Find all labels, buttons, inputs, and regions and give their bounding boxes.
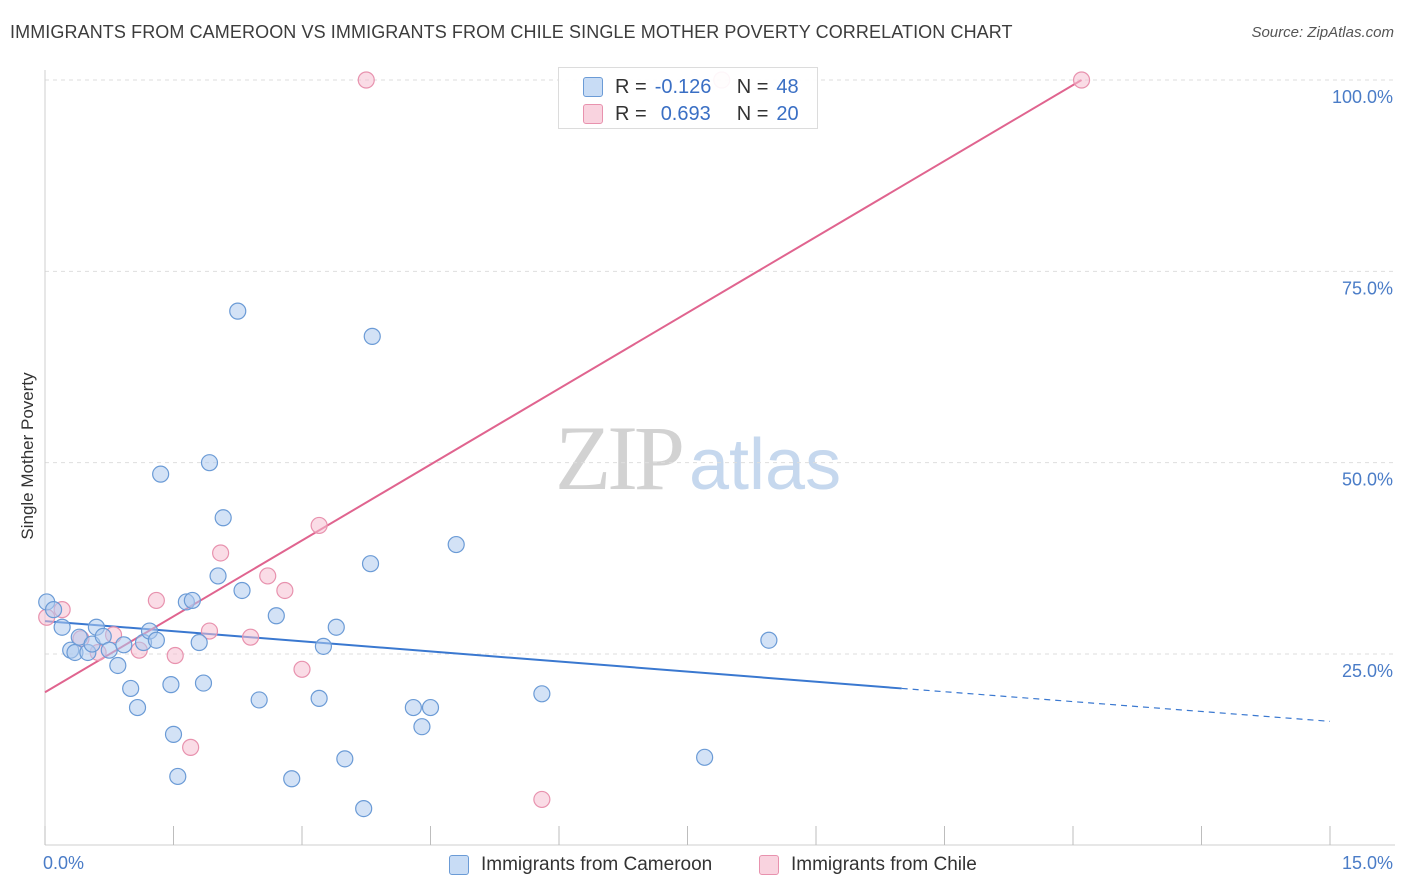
point-cameroon-28 bbox=[209, 567, 227, 585]
legend-label-cameroon: Immigrants from Cameroon bbox=[481, 854, 713, 875]
y-tick-label-75: 75.0% bbox=[1342, 278, 1393, 298]
point-chile-16 bbox=[357, 71, 375, 89]
legend-item-chile[interactable]: Immigrants from Chile bbox=[759, 852, 977, 878]
point-cameroon-26 bbox=[200, 454, 219, 472]
stats-n-label-chile: N = bbox=[736, 102, 769, 125]
point-cameroon-11 bbox=[109, 656, 127, 675]
stats-n-value-chile: 20 bbox=[776, 102, 799, 125]
y-tick-label-25: 25.0% bbox=[1342, 661, 1393, 681]
trend-line-cameroon bbox=[44, 620, 902, 690]
point-cameroon-35 bbox=[314, 637, 333, 655]
stats-r-label-chile: R = bbox=[615, 102, 647, 125]
y-tick-label-100: 100.0% bbox=[1332, 87, 1393, 107]
watermark-atlas: atlas bbox=[689, 425, 842, 505]
point-cameroon-41 bbox=[404, 698, 422, 717]
stats-r-value-cameroon: -0.126 bbox=[654, 75, 712, 98]
stats-n-label-cameroon: N = bbox=[736, 75, 769, 98]
point-cameroon-38 bbox=[355, 799, 373, 818]
point-cameroon-10 bbox=[100, 641, 118, 659]
y-tick-label-50: 50.0% bbox=[1342, 470, 1393, 490]
stats-row-cameroon: R = -0.126 N = 48 bbox=[583, 74, 799, 100]
x-tick-label-1: 15.0% bbox=[1342, 853, 1393, 873]
point-cameroon-43 bbox=[421, 698, 440, 717]
x-tick-label-0: 0.0% bbox=[43, 853, 84, 873]
legend-label-chile: Immigrants from Chile bbox=[791, 854, 977, 875]
stats-legend: R = -0.126 N = 48 R = 0.693 N = 20 bbox=[558, 67, 818, 129]
point-cameroon-29 bbox=[233, 581, 251, 600]
point-cameroon-37 bbox=[336, 750, 354, 768]
point-chile-12 bbox=[259, 567, 277, 585]
point-cameroon-34 bbox=[310, 689, 328, 707]
tick-labels: 25.0% 50.0% 75.0% 100.0% 0.0% 15.0% bbox=[43, 87, 1393, 873]
point-cameroon-46 bbox=[696, 748, 714, 766]
point-cameroon-44 bbox=[447, 535, 465, 554]
data-points bbox=[38, 71, 1091, 818]
point-chile-8 bbox=[182, 738, 200, 756]
stats-r-value-chile: 0.693 bbox=[660, 102, 711, 125]
legend-swatch-chile bbox=[759, 855, 779, 875]
point-cameroon-25 bbox=[194, 674, 213, 692]
point-cameroon-21 bbox=[169, 767, 187, 786]
point-cameroon-2 bbox=[53, 618, 71, 636]
chart-title: IMMIGRANTS FROM CAMEROON VS IMMIGRANTS F… bbox=[10, 22, 1013, 42]
point-cameroon-23 bbox=[183, 591, 201, 610]
point-cameroon-19 bbox=[162, 676, 180, 694]
watermark: ZIP atlas bbox=[555, 405, 841, 511]
point-cameroon-45 bbox=[533, 685, 551, 703]
watermark-zip: ZIP bbox=[555, 407, 685, 509]
axes bbox=[44, 70, 1395, 846]
point-cameroon-17 bbox=[147, 631, 165, 649]
point-chile-14 bbox=[293, 660, 311, 678]
grid-lines bbox=[45, 79, 1395, 655]
point-chile-13 bbox=[276, 581, 294, 600]
point-cameroon-32 bbox=[267, 607, 285, 625]
point-chile-17 bbox=[533, 790, 551, 809]
stats-r-label-cameroon: R = bbox=[615, 75, 647, 98]
point-cameroon-27 bbox=[214, 509, 232, 527]
legend-item-cameroon[interactable]: Immigrants from Cameroon bbox=[449, 852, 712, 878]
point-cameroon-14 bbox=[128, 698, 147, 717]
point-cameroon-33 bbox=[283, 770, 301, 788]
trend-lines bbox=[44, 79, 1331, 722]
stats-swatch-cameroon bbox=[583, 77, 603, 97]
point-cameroon-24 bbox=[190, 633, 208, 652]
point-chile-6 bbox=[147, 591, 165, 610]
point-chile-7 bbox=[166, 646, 184, 665]
point-cameroon-39 bbox=[361, 555, 380, 573]
point-cameroon-1 bbox=[44, 601, 63, 619]
point-cameroon-40 bbox=[363, 327, 381, 345]
point-cameroon-47 bbox=[760, 631, 778, 649]
legend-swatch-cameroon bbox=[449, 855, 469, 875]
trend-line-chile bbox=[44, 79, 1083, 694]
point-chile-11 bbox=[242, 628, 260, 646]
bottom-legend: Immigrants from Cameroon Immigrants from… bbox=[0, 852, 1406, 878]
trend-line-cameroon-extension bbox=[901, 687, 1331, 722]
point-chile-9 bbox=[200, 622, 219, 640]
stats-n-value-cameroon: 48 bbox=[776, 75, 799, 98]
point-cameroon-18 bbox=[152, 465, 170, 483]
source-credit: Source: ZipAtlas.com bbox=[1251, 24, 1394, 41]
point-chile-15 bbox=[310, 516, 328, 535]
point-cameroon-31 bbox=[250, 691, 268, 709]
stats-row-chile: R = 0.693 N = 20 bbox=[583, 101, 799, 127]
point-chile-10 bbox=[212, 544, 230, 562]
point-cameroon-20 bbox=[164, 725, 183, 743]
point-chile-19 bbox=[1072, 71, 1091, 89]
stats-swatch-chile bbox=[583, 104, 603, 124]
point-cameroon-42 bbox=[413, 718, 431, 736]
point-cameroon-13 bbox=[122, 679, 140, 698]
point-cameroon-30 bbox=[229, 302, 247, 320]
point-cameroon-36 bbox=[327, 618, 345, 636]
point-cameroon-12 bbox=[115, 636, 133, 654]
y-axis-label: Single Mother Poverty bbox=[18, 372, 37, 540]
